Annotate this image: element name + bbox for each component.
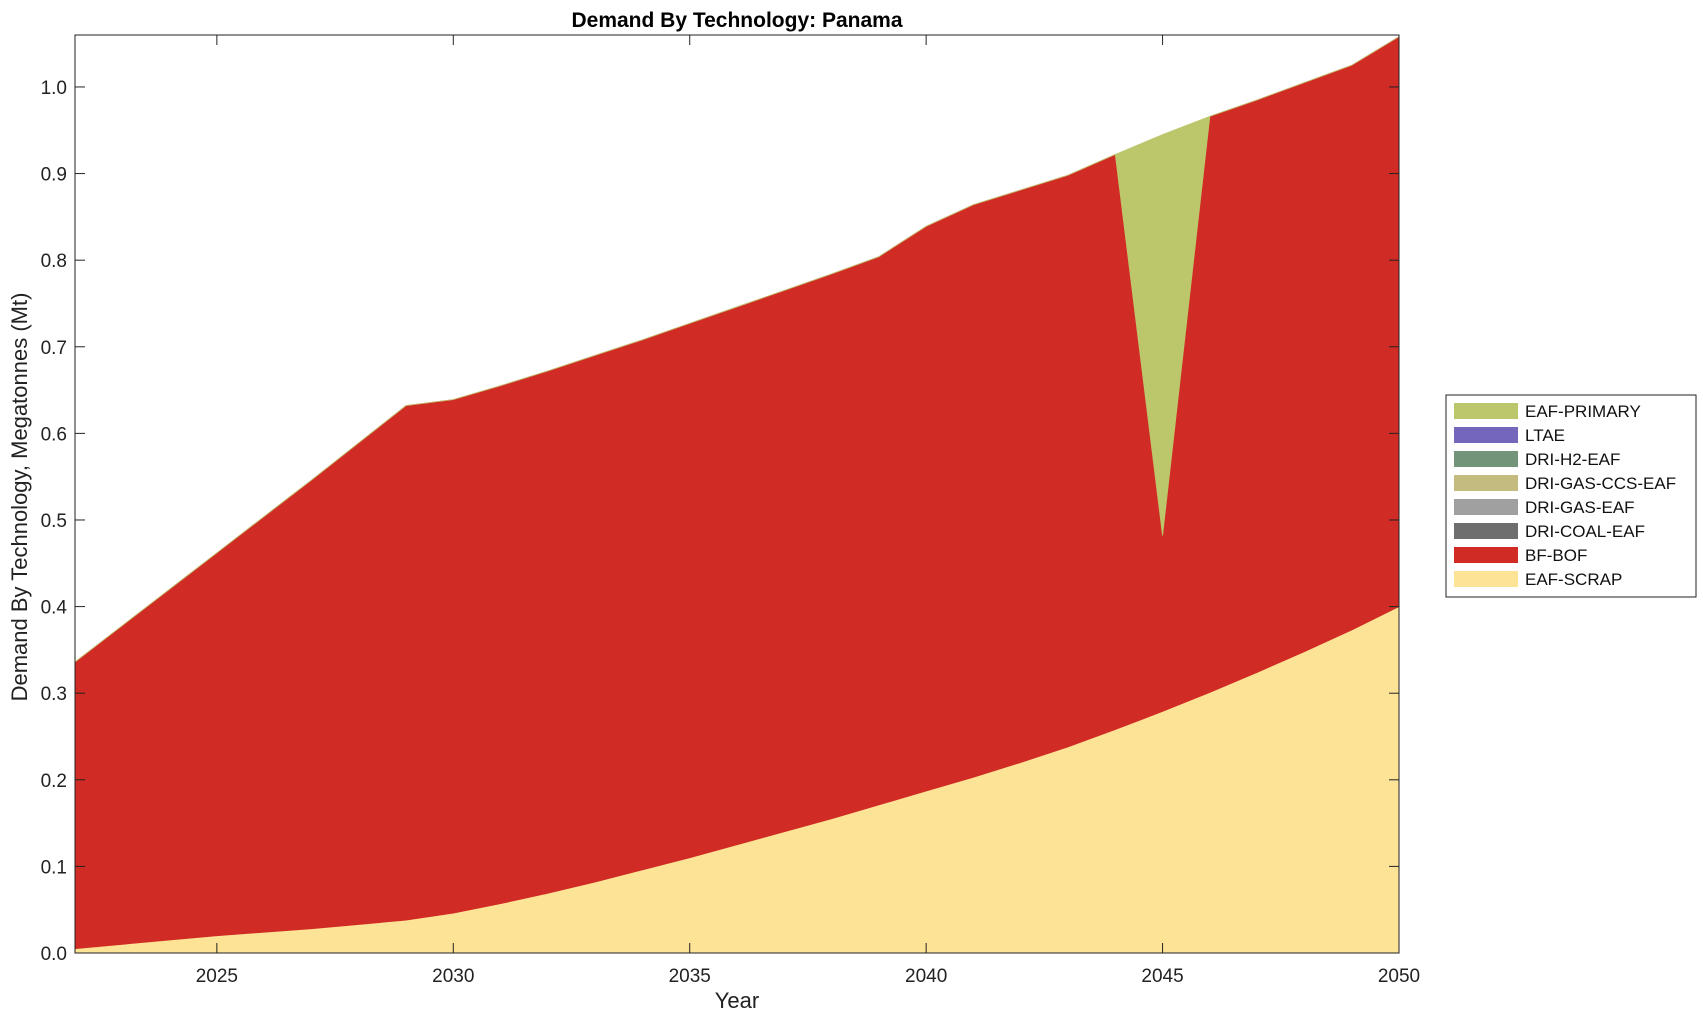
y-tick-label: 0.6 <box>41 424 67 445</box>
x-tick-label: 2045 <box>1141 966 1183 987</box>
legend-swatch-dri-h2-eaf <box>1454 451 1518 467</box>
legend-label-eaf-scrap: EAF-SCRAP <box>1525 570 1622 589</box>
x-tick-label: 2050 <box>1378 966 1420 987</box>
legend-label-dri-coal-eaf: DRI-COAL-EAF <box>1525 522 1645 541</box>
y-tick-label: 0.1 <box>41 857 67 878</box>
legend-swatch-eaf-scrap <box>1454 571 1518 587</box>
chart-title: Demand By Technology: Panama <box>571 9 902 32</box>
legend-label-ltae: LTAE <box>1525 426 1565 445</box>
x-axis-label: Year <box>715 988 759 1013</box>
y-tick-label: 1.0 <box>41 78 67 99</box>
x-tick-label: 2035 <box>669 966 711 987</box>
y-tick-label: 0.9 <box>41 165 67 186</box>
legend-swatch-dri-gas-ccs-eaf <box>1454 475 1518 491</box>
legend-label-dri-gas-ccs-eaf: DRI-GAS-CCS-EAF <box>1525 474 1676 493</box>
legend-label-eaf-primary: EAF-PRIMARY <box>1525 402 1641 421</box>
legend-swatch-dri-coal-eaf <box>1454 523 1518 539</box>
y-tick-label: 0.4 <box>41 598 68 619</box>
area-series-group <box>74 36 1400 954</box>
y-tick-label: 0.5 <box>41 511 67 532</box>
legend-swatch-ltae <box>1454 427 1518 443</box>
legend-label-dri-gas-eaf: DRI-GAS-EAF <box>1525 498 1635 517</box>
legend-frame <box>1445 394 1697 598</box>
legend-label-dri-h2-eaf: DRI-H2-EAF <box>1525 450 1620 469</box>
y-tick-label: 0.2 <box>41 771 67 792</box>
legend-swatch-bf-bof <box>1454 547 1518 563</box>
x-tick-label: 2030 <box>432 966 474 987</box>
y-axis-label: Demand By Technology, Megatonnes (Mt) <box>7 293 32 702</box>
legend-swatch-dri-gas-eaf <box>1454 499 1518 515</box>
y-tick-label: 0.0 <box>41 944 67 965</box>
y-tick-label: 0.7 <box>41 338 67 359</box>
y-tick-label: 0.8 <box>41 251 67 272</box>
y-tick-label: 0.3 <box>41 684 67 705</box>
x-tick-label: 2040 <box>905 966 947 987</box>
legend: EAF-PRIMARY LTAE DRI-H2-EAF DRI-GAS-CCS-EAF… <box>1445 394 1697 598</box>
x-tick-label: 2025 <box>196 966 238 987</box>
axes-group: 2025 2030 2035 2040 2045 2050 0.0 0.1 0.2 0.3 0.4 0… <box>41 34 1420 987</box>
plot-frame <box>74 34 1400 954</box>
legend-swatch-eaf-primary <box>1454 403 1518 419</box>
legend-label-bf-bof: BF-BOF <box>1525 546 1587 565</box>
